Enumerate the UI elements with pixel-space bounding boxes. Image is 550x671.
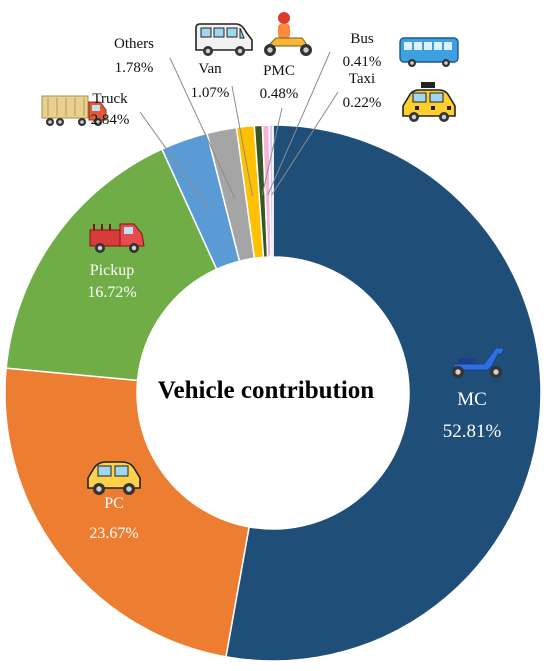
label-name-truck: Truck [92, 91, 128, 107]
motorcycle-rider-icon [264, 12, 312, 56]
bus-icon [399, 37, 459, 67]
label-name-bus: Bus [350, 31, 374, 47]
van-icon [195, 23, 253, 56]
label-value-truck: 2.84% [91, 112, 130, 128]
leader-truck [139, 111, 208, 207]
slice-pickup [5, 148, 218, 382]
label-name-others: Others [114, 36, 154, 52]
label-value-pmc: 0.48% [260, 86, 299, 102]
label-value-taxi: 0.22% [343, 95, 382, 111]
slice-pc [4, 367, 250, 658]
label-name-pc: PC [104, 495, 124, 512]
label-name-mc: MC [457, 389, 487, 410]
donut-slices [4, 124, 542, 662]
slice-labels: MC 52.81% PC 23.67% Pickup 16.72% Truck 2.84% Ot… [87, 31, 501, 542]
scooter-icon [452, 347, 505, 378]
label-name-pickup: Pickup [90, 262, 134, 279]
label-value-pickup: 16.72% [87, 284, 136, 301]
label-name-taxi: Taxi [349, 71, 375, 87]
leader-others [169, 57, 236, 199]
slice-mc [225, 124, 542, 662]
label-name-pmc: PMC [263, 63, 295, 79]
label-value-bus: 0.41% [343, 54, 382, 70]
car-icon [87, 461, 141, 495]
leader-pmc [261, 107, 283, 196]
center-title: Vehicle contribution [158, 377, 375, 404]
label-value-others: 1.78% [115, 60, 154, 76]
vehicle-icons [41, 12, 505, 495]
leader-taxi [271, 91, 339, 196]
leader-lines [139, 51, 339, 207]
label-value-van: 1.07% [191, 85, 230, 101]
label-value-mc: 52.81% [443, 421, 502, 442]
label-value-pc: 23.67% [89, 525, 138, 542]
leader-van [231, 85, 254, 197]
label-name-van: Van [198, 61, 222, 77]
truck-icon [41, 95, 107, 126]
leader-bus [267, 51, 331, 196]
pickup-truck-icon [89, 223, 145, 253]
taxi-icon [402, 82, 456, 122]
